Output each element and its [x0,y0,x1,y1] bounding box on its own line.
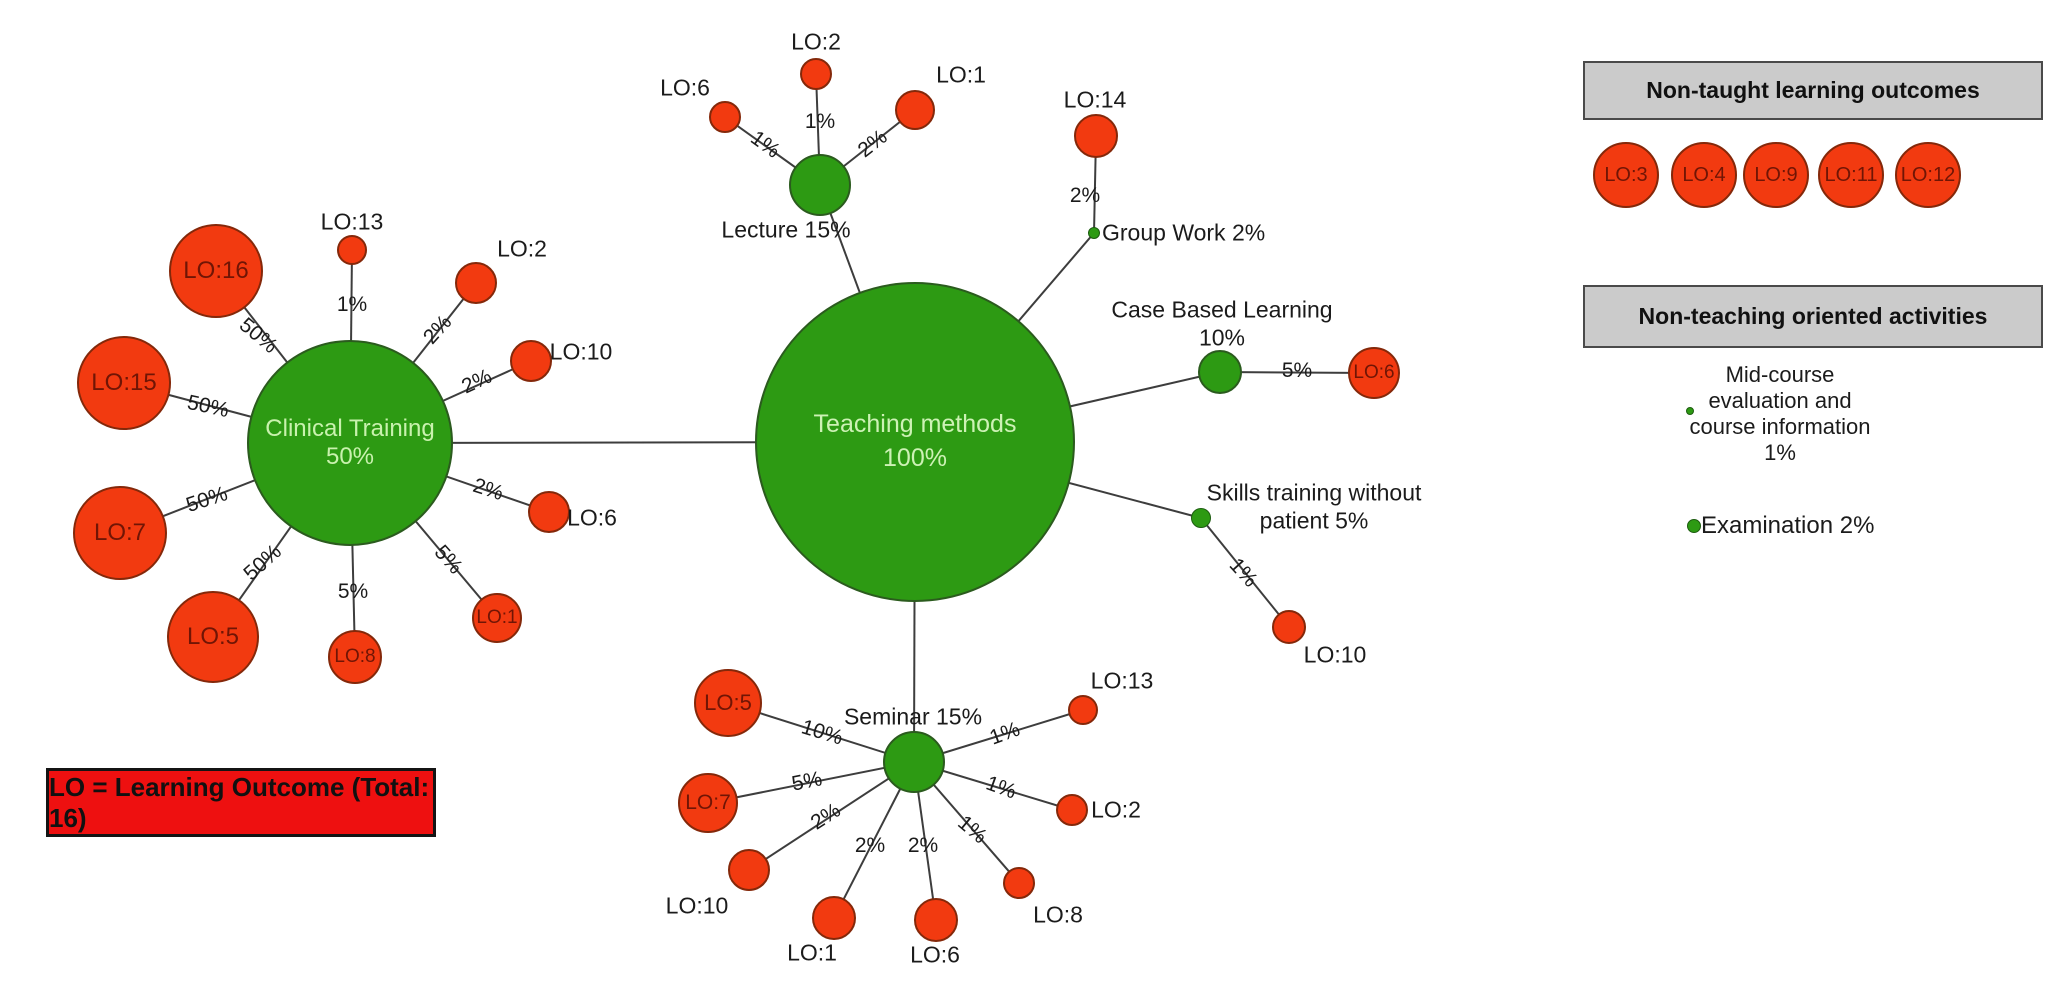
case-based-learning-title: Case Based Learning [1111,296,1333,323]
clinical-training-label: Clinical Training 50% [265,415,435,470]
skills-training-label-line2: patient 5% [1259,507,1369,534]
seminar-lo10-node [728,849,770,891]
skills-training-label-line1: Skills training without [1206,479,1422,506]
clinical-lo6-label: LO:6 [567,504,617,531]
clinical-lo5-node: LO:5 [167,591,259,683]
nontaught-lo11-node: LO:11 [1818,142,1884,208]
seminar-lo8-node [1003,867,1035,899]
seminar-lo6-node [914,898,958,942]
clinical-lo5-label: LO:5 [186,623,240,650]
edge-pct-label: 1% [336,293,368,316]
nontaught-lo9-node: LO:9 [1743,142,1809,208]
seminar-lo13-label: LO:13 [1090,667,1154,694]
seminar-lo13-node [1068,695,1098,725]
clinical-training-node: Clinical Training 50% [247,340,453,546]
nontaught-lo4-node: LO:4 [1671,142,1737,208]
clinical-lo15-label: LO:15 [91,369,157,396]
seminar-lo6-label: LO:6 [910,941,960,968]
teaching-methods-label: Teaching methods 100% [813,410,1017,472]
examination-node [1687,519,1701,533]
nontaught-lo11-label: LO:11 [1824,163,1878,186]
edge-seminar-lo7 [707,761,915,804]
case-based-learning-pct: 10% [1198,324,1246,351]
seminar-lo5-label: LO:5 [704,690,752,715]
examination-label: Examination 2% [1701,512,1875,539]
seminar-lo1-label: LO:1 [787,939,837,966]
legend-text: LO = Learning Outcome (Total: 16) [49,771,430,833]
nontaught-lo3-label: LO:3 [1604,163,1648,186]
clinical-lo13-label: LO:13 [320,208,384,235]
clinical-lo2-node [455,262,497,304]
clinical-lo7-label: LO:7 [93,519,147,546]
case-based-learning-node [1198,350,1242,394]
nontaught-lo9-label: LO:9 [1754,163,1798,186]
seminar-lo2-node [1056,794,1088,826]
skills-lo10-label: LO:10 [1303,641,1367,668]
seminar-lo7-node: LO:7 [678,773,738,833]
lecture-lo2-node [800,58,832,90]
nontaught-lo12-node: LO:12 [1895,142,1961,208]
clinical-lo1-label: LO:1 [476,607,518,628]
lecture-lo1-node [895,90,935,130]
edge-pct-label: 2% [854,834,886,857]
group-work-node [1088,227,1100,239]
nontaught-lo3-node: LO:3 [1593,142,1659,208]
clinical-lo2-label: LO:2 [497,235,547,262]
clinical-lo13-node [337,235,367,265]
clinical-lo6-node [528,491,570,533]
clinical-lo8-label: LO:8 [334,646,376,667]
seminar-lo8-label: LO:8 [1033,901,1083,928]
clinical-lo10-label: LO:10 [549,338,613,365]
lecture-lo6-label: LO:6 [660,74,710,101]
clinical-lo1-node: LO:1 [472,593,522,643]
clinical-lo7-node: LO:7 [73,486,167,580]
seminar-lo10-label: LO:10 [665,892,729,919]
non-teaching-panel-header: Non-teaching oriented activities [1583,285,2043,348]
edge-pct-label: 5% [337,580,369,603]
skills-training-node [1191,508,1211,528]
casebased-lo6-label: LO:6 [1353,362,1395,383]
clinical-lo8-node: LO:8 [328,630,382,684]
clinical-lo10-node [510,340,552,382]
seminar-lo2-label: LO:2 [1091,796,1141,823]
clinical-lo16-label: LO:16 [183,257,249,284]
seminar-node [883,731,945,793]
nontaught-lo12-label: LO:12 [1900,163,1956,186]
nontaught-lo4-label: LO:4 [1682,163,1726,186]
group-work-label: Group Work 2% [1102,219,1266,246]
non-taught-title: Non-taught learning outcomes [1646,77,1980,103]
groupwork-lo14-label: LO:14 [1063,86,1127,113]
clinical-lo15-node: LO:15 [77,336,171,430]
lecture-label: Lecture 15% [721,216,851,243]
edge-pct-label: 2% [1069,184,1101,207]
lecture-node [789,154,851,216]
edge-seminar-lo10 [748,761,915,871]
edge-pct-label: 1% [804,110,836,133]
teaching-methods-node: Teaching methods 100% [755,282,1075,602]
seminar-label: Seminar 15% [843,703,983,730]
lecture-lo2-label: LO:2 [791,28,841,55]
mid-course-node [1686,407,1694,415]
mid-course-label: Mid-course evaluation and course informa… [1689,362,1871,465]
groupwork-lo14-node [1074,114,1118,158]
seminar-lo7-label: LO:7 [685,791,731,814]
lecture-lo6-node [709,101,741,133]
legend-box: LO = Learning Outcome (Total: 16) [46,768,436,837]
edge-skills-lo10 [1200,517,1290,628]
seminar-lo1-node [812,896,856,940]
lecture-lo1-label: LO:1 [936,61,986,88]
skills-lo10-node [1272,610,1306,644]
casebased-lo6-node: LO:6 [1348,347,1400,399]
clinical-lo16-node: LO:16 [169,224,263,318]
edge-pct-label: 5% [1281,359,1313,382]
non-teaching-title: Non-teaching oriented activities [1638,303,1988,329]
seminar-lo5-node: LO:5 [694,669,762,737]
non-taught-panel-header: Non-taught learning outcomes [1583,61,2043,120]
edge-pct-label: 2% [907,834,939,857]
